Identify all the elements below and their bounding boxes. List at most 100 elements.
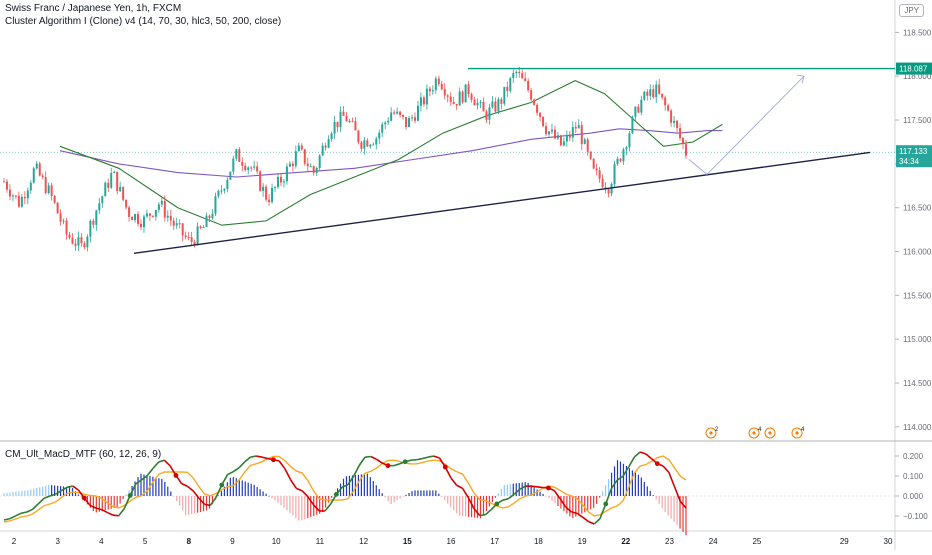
candle-body (619, 159, 621, 162)
time-tick-label: 18 (534, 537, 543, 546)
candle-body (628, 133, 630, 147)
candle-body (173, 221, 175, 226)
macd-histogram-bar (57, 486, 58, 496)
candle-body (524, 78, 526, 81)
macd-histogram-bar (358, 475, 359, 496)
macd-histogram-bar (292, 496, 293, 515)
time-tick-label: 8 (187, 537, 192, 546)
macd-histogram-bar (411, 491, 412, 496)
macd-histogram-bar (539, 492, 540, 496)
macd-main-line-segment (503, 499, 509, 500)
macd-cross-marker (271, 457, 276, 462)
candle-body (128, 207, 130, 217)
macd-histogram-bar (426, 490, 427, 496)
macd-histogram-bar (501, 489, 502, 496)
macd-histogram-bar (405, 495, 406, 496)
macd-main-line-segment (371, 456, 377, 459)
macd-histogram-bar (48, 485, 49, 496)
macd-histogram-bar (111, 496, 112, 509)
candle-body (208, 216, 210, 218)
indicator-legend[interactable]: Cluster Algorithm I (Clone) v4 (14, 70, … (5, 16, 281, 27)
candle-body (143, 217, 145, 228)
macd-histogram-bar (242, 480, 243, 496)
macd-cross-marker (546, 486, 551, 491)
macd-histogram-bar (534, 487, 535, 496)
macd-histogram-bar (316, 496, 317, 515)
candle-body (625, 147, 627, 149)
macd-histogram-bar (251, 484, 252, 496)
macd-histogram-bar (522, 483, 523, 496)
macd-histogram-bar (254, 485, 255, 496)
symbol-title[interactable]: Swiss Franc / Japanese Yen, 1h, FXCM (5, 3, 181, 14)
projection-path (689, 76, 804, 174)
candle-body (667, 105, 669, 110)
macd-histogram-bar (164, 482, 165, 496)
candle-body (375, 138, 377, 144)
candle-body (9, 190, 11, 197)
macd-main-line-segment (359, 457, 365, 465)
macd-main-line-segment (210, 497, 216, 505)
macd-histogram-bar (245, 482, 246, 496)
candle-body (310, 166, 312, 167)
candle-body (125, 200, 127, 208)
macd-main-line-segment (480, 515, 486, 516)
candle-body (86, 237, 88, 248)
candle-body (328, 139, 330, 147)
candle-body (411, 117, 413, 118)
macd-histogram-bar (394, 496, 395, 502)
candle-body (670, 111, 672, 123)
macd-histogram-bar (444, 496, 445, 500)
candle-body (548, 131, 550, 134)
macd-histogram-bar (629, 468, 630, 496)
macd-main-line-segment (583, 517, 589, 521)
economic-event-count: 4 (758, 427, 762, 433)
macd-histogram-bar (176, 496, 177, 501)
candle-body (235, 149, 237, 158)
candle-body (450, 97, 452, 102)
candle-body (319, 155, 321, 168)
macd-main-line-segment (4, 519, 10, 520)
macd-main-line-segment (27, 509, 33, 512)
candle-body (24, 197, 26, 198)
candle-body (241, 162, 243, 166)
time-tick-label: 9 (230, 537, 235, 546)
bar-countdown-label: 34:34 (899, 157, 920, 166)
candle-body (542, 117, 544, 126)
candle-body (369, 145, 371, 147)
macd-tick-label: −0.100 (903, 512, 928, 521)
candle-body (557, 135, 559, 138)
candle-body (66, 221, 68, 235)
macd-main-line-segment (187, 486, 193, 491)
macd-histogram-bar (173, 496, 174, 497)
macd-histogram-bar (93, 496, 94, 511)
macd-histogram-bar (260, 489, 261, 496)
macd-main-line-segment (182, 484, 188, 487)
macd-histogram-bar (432, 490, 433, 496)
macd-histogram-bar (599, 496, 600, 498)
macd-histogram-bar (668, 496, 669, 515)
resistance-label: 118.087 (899, 65, 928, 74)
candle-body (179, 223, 181, 224)
candle-body (51, 185, 53, 195)
candle-body (545, 126, 547, 134)
macd-main-line-segment (245, 457, 251, 462)
macd-main-line-segment (428, 456, 434, 457)
macd-main-line-segment (107, 512, 113, 515)
candle-body (414, 117, 416, 120)
currency-badge[interactable]: JPY (899, 4, 924, 17)
macd-main-line-segment (67, 486, 73, 487)
macd-main-line-segment (669, 472, 675, 486)
candle-body (89, 221, 91, 237)
macd-legend[interactable]: CM_Ult_MacD_MTF (60, 12, 26, 9) (5, 449, 161, 460)
candle-body (122, 187, 124, 200)
candle-body (521, 73, 523, 78)
candle-body (170, 216, 172, 221)
macd-main-line-segment (256, 456, 262, 457)
macd-cross-marker (603, 502, 608, 507)
candle-body (602, 179, 604, 187)
candle-body (325, 146, 327, 148)
candle-body (673, 121, 675, 123)
candle-body (363, 140, 365, 148)
macd-tick-label: 0.000 (903, 492, 924, 501)
